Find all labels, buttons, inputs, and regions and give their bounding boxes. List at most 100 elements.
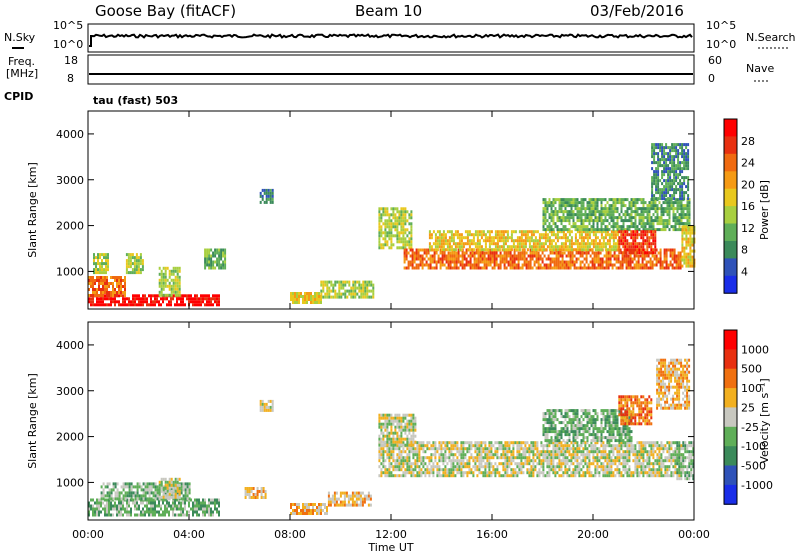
power-cell [556, 267, 558, 270]
velocity-cell [492, 456, 494, 459]
velocity-cell [194, 499, 196, 502]
velocity-cell [272, 400, 274, 403]
power-cell [647, 213, 649, 216]
power-cell [675, 188, 677, 191]
power-cell [687, 201, 689, 204]
velocity-cell [116, 511, 118, 514]
power-cell [416, 249, 418, 252]
velocity-cell [528, 462, 530, 465]
velocity-cell [212, 514, 214, 517]
velocity-cell [263, 496, 265, 499]
velocity-cell [530, 447, 532, 450]
velocity-cell [466, 447, 468, 450]
power-cell [652, 251, 654, 254]
velocity-cell [418, 468, 420, 471]
power-cell [523, 239, 525, 242]
power-cell [118, 276, 120, 279]
power-cell [673, 164, 675, 167]
velocity-cell [546, 465, 548, 468]
power-cell [669, 179, 671, 182]
velocity-cell [198, 499, 200, 502]
power-cell [589, 204, 591, 207]
velocity-cell [344, 492, 346, 495]
power-cell [687, 185, 689, 188]
power-cell [398, 222, 400, 225]
velocity-cell [340, 504, 342, 507]
power-cell [687, 219, 689, 222]
power-cell [681, 229, 683, 232]
power-cell [196, 294, 198, 297]
power-cell [632, 267, 634, 270]
power-cell [348, 281, 350, 284]
velocity-cell [204, 514, 206, 517]
power-cell [541, 248, 543, 251]
power-cell [130, 265, 132, 268]
power-cell [595, 216, 597, 219]
power-cell [432, 258, 434, 261]
velocity-cell [152, 502, 154, 505]
power-cell [208, 261, 210, 264]
power-cell [526, 261, 528, 264]
power-cell [214, 261, 216, 264]
power-cell [364, 284, 366, 287]
power-cell [462, 261, 464, 264]
power-cell [445, 242, 447, 245]
velocity-cell [422, 459, 424, 462]
velocity-cell [542, 444, 544, 447]
power-cell [464, 258, 466, 261]
velocity-cell [196, 508, 198, 511]
power-cell [685, 204, 687, 207]
power-cell [384, 234, 386, 237]
power-cell [613, 210, 615, 213]
velocity-cell [518, 441, 520, 444]
velocity-cell [265, 496, 267, 499]
power-cell [607, 228, 609, 231]
power-cell [650, 258, 652, 261]
velocity-cell [470, 471, 472, 474]
velocity-cell [510, 471, 512, 474]
power-cell [496, 258, 498, 261]
velocity-cell [452, 444, 454, 447]
power-cell [657, 170, 659, 173]
power-cell [304, 295, 306, 298]
power-cell [436, 264, 438, 267]
power-cell [134, 271, 136, 274]
power-cell [102, 279, 104, 282]
power-cell [370, 296, 372, 299]
power-cell [555, 201, 557, 204]
power-cell [630, 251, 632, 254]
velocity-cell [538, 471, 540, 474]
velocity-cell [143, 497, 145, 500]
power-cell [599, 198, 601, 201]
power-cell [406, 252, 408, 255]
power-cell [605, 225, 607, 228]
power-cell [408, 252, 410, 255]
velocity-cell [354, 501, 356, 504]
power-cell [102, 300, 104, 303]
power-cell [430, 267, 432, 270]
power-cell [214, 297, 216, 300]
power-cell [685, 191, 687, 194]
power-cell [669, 228, 671, 231]
power-cell [410, 231, 412, 234]
power-cell [543, 222, 545, 225]
power-cell [466, 261, 468, 264]
power-cell [536, 261, 538, 264]
power-cell [210, 261, 212, 264]
velocity-cell [161, 478, 163, 481]
power-cell [443, 245, 445, 248]
velocity-cell [520, 462, 522, 465]
power-cell [634, 245, 636, 248]
power-cell [464, 267, 466, 270]
power-cell [605, 236, 607, 239]
power-cell [607, 248, 609, 251]
power-cell [320, 281, 322, 284]
power-cell [470, 267, 472, 270]
power-cell [100, 288, 102, 291]
power-cell [447, 245, 449, 248]
power-cell [681, 194, 683, 197]
power-cell [683, 213, 685, 216]
power-cell [622, 251, 624, 254]
power-cell [681, 204, 683, 207]
power-cell [683, 229, 685, 232]
